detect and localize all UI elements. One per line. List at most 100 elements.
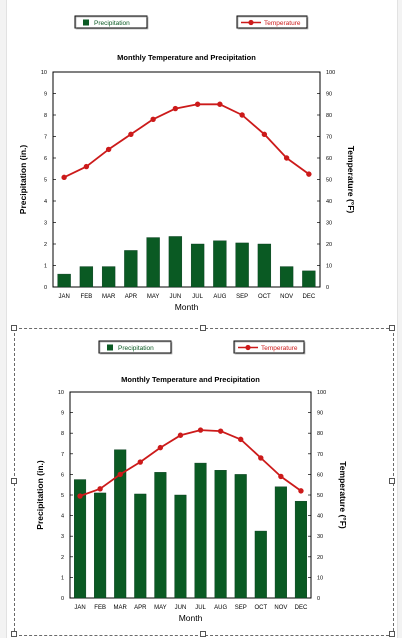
precipitation-bar-feb[interactable] — [94, 492, 107, 599]
y-right-tick-label: 0 — [317, 596, 320, 602]
temperature-point-apr[interactable] — [137, 459, 143, 465]
y-left-axis-label: Precipitation (in.) — [18, 145, 28, 215]
y-right-tick-label: 70 — [326, 135, 332, 141]
x-tick-label: JUL — [195, 605, 206, 611]
precipitation-bar-aug[interactable] — [213, 240, 227, 288]
precipitation-bar-jun[interactable] — [174, 494, 187, 599]
precipitation-bar-aug[interactable] — [214, 470, 227, 599]
x-tick-label: JUN — [175, 605, 187, 611]
temperature-point-oct[interactable] — [258, 455, 264, 461]
y-left-tick-label: 0 — [61, 596, 64, 602]
temperature-point-may[interactable] — [150, 116, 156, 123]
temperature-point-dec[interactable] — [298, 488, 304, 494]
temperature-point-jun[interactable] — [172, 105, 179, 112]
x-tick-label: AUG — [213, 294, 226, 300]
precipitation-bar-jul[interactable] — [190, 243, 205, 288]
precipitation-bar-nov[interactable] — [279, 266, 294, 288]
temperature-line[interactable] — [79, 429, 302, 497]
y-right-tick-label: 60 — [326, 156, 332, 162]
temperature-point-feb[interactable] — [97, 486, 103, 492]
temperature-point-sep[interactable] — [238, 436, 244, 443]
chart-top[interactable]: Precipitation Temperature Monthly Temperat… — [0, 0, 402, 318]
x-tick-label: APR — [125, 294, 138, 300]
precipitation-bar-jan[interactable] — [74, 479, 87, 599]
resize-handle-middle-left[interactable] — [11, 478, 17, 484]
x-tick-label: SEP — [236, 294, 248, 300]
temperature-point-mar[interactable] — [117, 471, 123, 478]
precipitation-bar-sep[interactable] — [235, 242, 249, 288]
legend-precipitation-swatch — [107, 344, 113, 351]
y-right-tick-label: 100 — [326, 70, 335, 76]
y-left-tick-label: 9 — [61, 411, 64, 417]
resize-handle-bottom-right[interactable] — [389, 631, 395, 637]
temperature-point-nov[interactable] — [283, 155, 290, 161]
y-left-tick-label: 4 — [61, 514, 64, 520]
precipitation-bar-apr[interactable] — [134, 493, 147, 599]
legend-precipitation-label: Precipitation — [118, 345, 154, 352]
legend-precipitation-swatch — [83, 19, 89, 26]
y-right-tick-label: 90 — [317, 411, 323, 417]
temperature-point-jun[interactable] — [177, 432, 184, 438]
temperature-point-jul[interactable] — [194, 101, 201, 107]
y-left-tick-label: 2 — [61, 555, 64, 561]
temperature-point-jan[interactable] — [77, 493, 83, 499]
precipitation-bar-jun[interactable] — [168, 236, 183, 288]
resize-handle-top-right[interactable] — [389, 325, 395, 331]
precipitation-bar-mar[interactable] — [101, 266, 116, 288]
temperature-line[interactable] — [63, 103, 310, 179]
temperature-point-feb[interactable] — [83, 163, 90, 170]
x-tick-label: DEC — [295, 605, 308, 611]
y-right-axis-label: Temperature (°F) — [346, 146, 356, 214]
temperature-point-nov[interactable] — [278, 473, 284, 480]
precipitation-bar-jan[interactable] — [57, 273, 71, 288]
temperature-point-mar[interactable] — [105, 146, 112, 153]
resize-handle-top-left[interactable] — [11, 325, 17, 331]
y-right-tick-label: 20 — [317, 555, 323, 561]
legend-precipitation-box — [98, 340, 172, 354]
precipitation-bar-oct[interactable] — [254, 530, 267, 599]
precipitation-bar-feb[interactable] — [79, 266, 94, 288]
temperature-point-sep[interactable] — [239, 112, 245, 118]
temperature-point-jan[interactable] — [61, 174, 67, 181]
y-right-tick-label: 0 — [326, 285, 329, 291]
y-left-tick-label: 0 — [44, 285, 47, 291]
y-right-axis-label: Temperature (°F) — [338, 461, 348, 529]
y-right-tick-label: 40 — [326, 199, 332, 205]
resize-handle-bottom-middle[interactable] — [200, 631, 206, 637]
y-left-tick-label: 1 — [44, 264, 47, 270]
precipitation-bar-sep[interactable] — [234, 474, 247, 599]
temperature-point-aug[interactable] — [217, 101, 223, 107]
precipitation-bar-dec[interactable] — [302, 270, 316, 288]
chart-bottom-selected[interactable]: Precipitation Temperature Monthly Temperat… — [0, 324, 402, 638]
temperature-point-oct[interactable] — [261, 131, 268, 138]
temperature-point-jul[interactable] — [197, 427, 204, 433]
temperature-point-apr[interactable] — [128, 131, 134, 138]
legend-precipitation-label: Precipitation — [94, 20, 130, 27]
resize-handle-top-middle[interactable] — [200, 325, 206, 331]
x-tick-label: JUN — [170, 294, 182, 300]
x-tick-label: AUG — [214, 605, 227, 611]
precipitation-bar-nov[interactable] — [274, 486, 287, 599]
y-left-tick-label: 3 — [44, 221, 47, 227]
temperature-point-may[interactable] — [157, 444, 164, 451]
precipitation-bar-jul[interactable] — [194, 462, 207, 599]
x-tick-label: MAY — [154, 605, 167, 611]
page-left-edge — [0, 0, 7, 638]
resize-handle-bottom-left[interactable] — [11, 631, 17, 637]
temperature-point-dec[interactable] — [306, 171, 312, 177]
precipitation-bar-apr[interactable] — [124, 250, 138, 288]
resize-handle-middle-right[interactable] — [389, 478, 395, 484]
precipitation-bar-may[interactable] — [146, 237, 160, 288]
y-left-tick-label: 8 — [44, 113, 47, 119]
x-tick-label: FEB — [94, 605, 106, 611]
precipitation-bar-oct[interactable] — [257, 243, 272, 288]
plot-area — [52, 71, 321, 288]
y-left-tick-label: 2 — [44, 242, 47, 248]
precipitation-bar-mar[interactable] — [114, 449, 127, 599]
precipitation-bar-may[interactable] — [154, 472, 167, 599]
temperature-point-aug[interactable] — [217, 428, 224, 434]
precipitation-bar-dec[interactable] — [294, 500, 307, 599]
y-right-tick-label: 50 — [326, 178, 332, 184]
x-tick-label: DEC — [303, 294, 316, 300]
y-left-tick-label: 4 — [44, 199, 47, 205]
